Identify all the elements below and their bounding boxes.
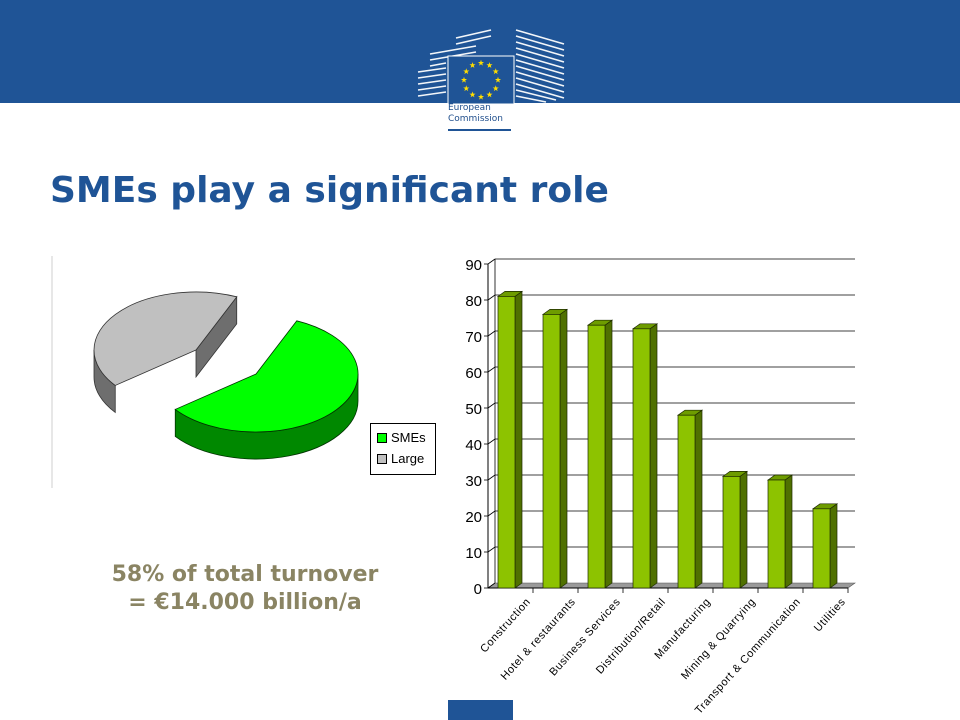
pie-slice-smes <box>174 320 359 433</box>
logo-rule <box>448 129 511 131</box>
bar-business-services <box>586 319 614 589</box>
y-tick-skew <box>487 438 496 445</box>
y-tick-skew <box>487 582 496 589</box>
legend-item-large: Large <box>377 451 424 466</box>
bar-construction <box>496 290 524 589</box>
bar-manufacturing <box>676 409 704 589</box>
eu-star <box>477 59 485 66</box>
y-tick-skew <box>487 546 496 553</box>
y-tick-skew <box>487 474 496 481</box>
pie-legend: SMEs Large <box>370 423 436 475</box>
bar-chart-bars <box>496 290 839 589</box>
caption-line1: 58% of total turnover <box>111 562 379 587</box>
pie-slice-large <box>93 291 238 386</box>
y-tick-label: 90 <box>465 257 482 274</box>
x-tick-label: Hotel & restaurants <box>499 596 579 682</box>
eu-star <box>486 62 493 68</box>
legend-label-large: Large <box>391 451 425 466</box>
bar-chart-grid <box>487 258 856 589</box>
x-tick-label: Utilities <box>812 596 848 634</box>
slide-title: SMEs play a significant role <box>50 170 609 211</box>
pie-chart <box>51 256 359 488</box>
legend-swatch-smes <box>377 432 387 443</box>
eu-star <box>492 85 499 92</box>
bar-utilities <box>811 503 839 589</box>
caption-line2: = €14.000 billion/a <box>128 590 362 615</box>
eu-star <box>477 93 485 100</box>
y-tick-label: 50 <box>465 401 482 418</box>
y-tick-label: 70 <box>465 329 482 346</box>
bar-mining-quarrying <box>721 470 749 589</box>
legend-label-smes: SMEs <box>391 430 426 445</box>
y-tick-label: 80 <box>465 293 482 310</box>
y-tick-label: 60 <box>465 365 482 382</box>
eu-star <box>469 91 476 98</box>
y-tick-skew <box>487 330 496 337</box>
y-tick-skew <box>487 510 496 517</box>
y-tick-label: 30 <box>465 473 482 490</box>
logo-line2: Commission <box>448 114 503 124</box>
y-tick-skew <box>487 294 496 301</box>
y-tick-skew <box>487 366 496 373</box>
y-tick-label: 40 <box>465 437 482 454</box>
eu-star <box>486 91 493 98</box>
logo-line1: European <box>448 103 491 113</box>
y-tick-skew <box>487 258 496 265</box>
eu-star <box>463 68 470 75</box>
eu-star <box>463 85 470 92</box>
footer-block <box>448 700 513 720</box>
eu-star <box>494 76 502 83</box>
bar-hotel-restaurants <box>541 308 569 589</box>
y-tick-label: 0 <box>474 581 482 598</box>
legend-swatch-large <box>377 453 387 464</box>
eu-flag-building-icon <box>417 29 565 105</box>
eu-star <box>469 62 476 68</box>
bar-distribution-retail <box>631 323 659 589</box>
x-tick-label: Mining & Quarrying <box>679 596 758 682</box>
y-tick-label: 20 <box>465 509 482 526</box>
y-tick-label: 10 <box>465 545 482 562</box>
bar-transport-communication <box>766 474 794 589</box>
eu-star <box>460 76 468 83</box>
eu-star <box>492 68 499 75</box>
legend-item-smes: SMEs <box>377 430 426 445</box>
y-tick-skew <box>487 402 496 409</box>
logo-text: European Commission <box>448 103 503 125</box>
bar-chart-y-ticks: 0 10 20 30 40 50 60 70 80 90 <box>465 257 496 598</box>
